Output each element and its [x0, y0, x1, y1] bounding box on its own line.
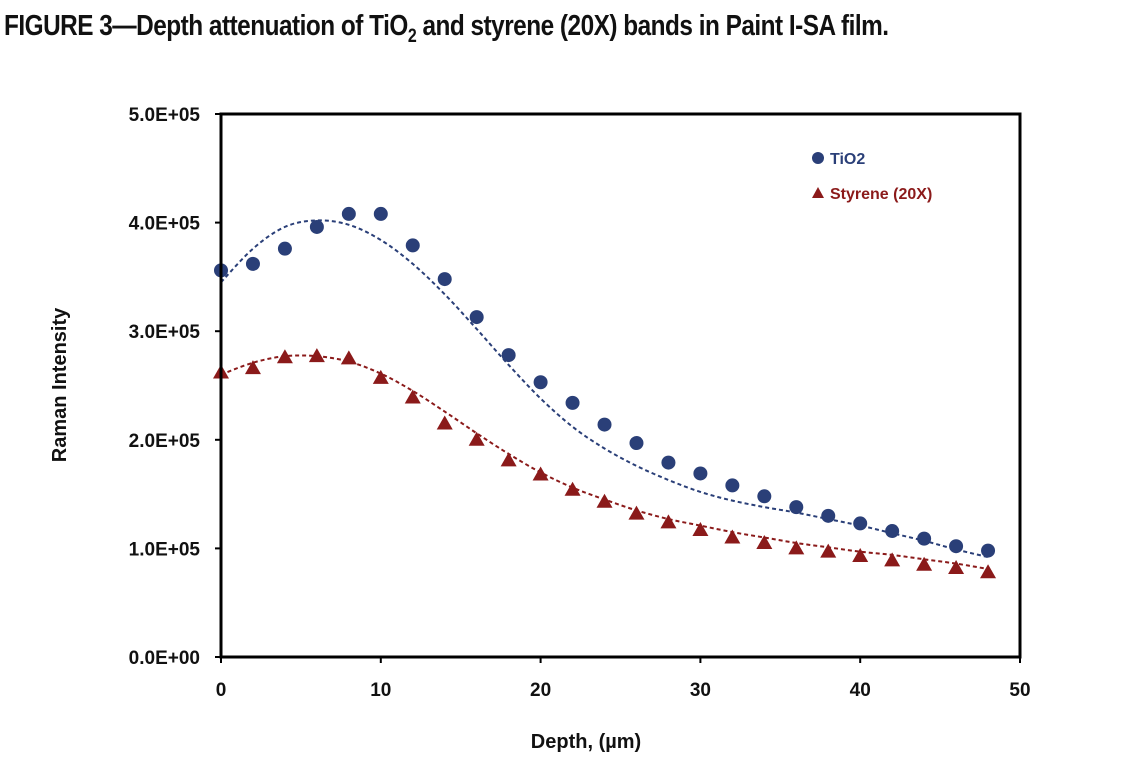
title-subscript: 2: [407, 26, 417, 47]
data-point-styrene: [404, 389, 421, 404]
legend-marker-styrene: [812, 187, 824, 198]
legend-label-styrene: Styrene (20X): [830, 186, 932, 203]
data-point-tio2: [981, 543, 996, 558]
trendline-styrene: [220, 354, 989, 570]
data-point-styrene: [244, 360, 261, 375]
data-point-styrene: [756, 534, 773, 549]
figure-title: FIGURE 3—Depth attenuation of TiO2 and s…: [4, 10, 889, 47]
data-point-tio2: [629, 436, 644, 451]
y-axis-label: Raman Intensity: [49, 307, 71, 462]
trendlines: [220, 219, 989, 570]
data-point-tio2: [277, 241, 292, 256]
data-point-tio2: [693, 466, 708, 481]
data-point-tio2: [341, 206, 356, 221]
data-point-tio2: [501, 348, 516, 363]
data-point-styrene: [372, 369, 389, 384]
data-point-styrene: [660, 514, 677, 529]
data-point-tio2: [885, 524, 900, 539]
y-tick-label: 4.0E+05: [129, 214, 201, 235]
y-tick-label: 1.0E+05: [129, 539, 201, 560]
data-point-styrene: [980, 564, 997, 579]
data-point-styrene: [340, 350, 357, 365]
x-tick-label: 30: [690, 680, 711, 701]
data-point-styrene: [596, 493, 613, 508]
data-point-tio2: [757, 489, 772, 504]
data-point-tio2: [789, 500, 804, 515]
data-point-styrene: [564, 481, 581, 496]
data-point-styrene: [884, 552, 901, 567]
y-tick-label: 3.0E+05: [129, 322, 201, 343]
ticks: 0 10 20 30 40 50 0.0E+00 1.0E+05 2.0E+05 3.0E+05 4…: [129, 105, 1031, 701]
legend-label-tio2: TiO2: [830, 151, 865, 168]
data-point-tio2: [373, 206, 388, 221]
x-axis-label: Depth, (µm): [531, 731, 641, 753]
data-point-styrene: [500, 452, 517, 467]
data-point-styrene: [948, 559, 965, 574]
legend-marker-tio2: [812, 152, 824, 164]
legend: TiO2 Styrene (20X): [812, 151, 932, 203]
data-point-tio2: [533, 375, 548, 390]
x-tick-label: 50: [1009, 680, 1030, 701]
data-point-styrene: [692, 521, 709, 536]
data-point-styrene: [308, 348, 325, 363]
data-point-tio2: [437, 272, 452, 287]
data-point-tio2: [853, 516, 868, 531]
data-point-styrene: [852, 548, 869, 563]
plot-frame: [219, 112, 1022, 659]
x-tick-label: 20: [530, 680, 551, 701]
data-point-tio2: [949, 539, 964, 554]
data-point-tio2: [565, 395, 580, 410]
data-point-styrene: [276, 349, 293, 364]
y-tick-label: 0.0E+00: [129, 648, 200, 669]
data-point-tio2: [917, 531, 932, 546]
x-tick-label: 10: [370, 680, 391, 701]
data-point-styrene: [916, 556, 933, 571]
trendline-tio2: [220, 219, 989, 559]
data-point-styrene: [724, 529, 741, 544]
data-point-styrene: [820, 543, 837, 558]
data-point-tio2: [309, 219, 324, 234]
data-point-styrene: [628, 505, 645, 520]
data-point-styrene: [436, 415, 453, 430]
data-point-tio2: [469, 310, 484, 325]
x-tick-label: 40: [850, 680, 871, 701]
data-point-tio2: [245, 256, 260, 271]
data-point-styrene: [468, 431, 485, 446]
data-points: [213, 206, 997, 579]
data-point-tio2: [821, 508, 836, 523]
data-point-styrene: [788, 540, 805, 555]
data-point-styrene: [532, 466, 549, 481]
data-point-tio2: [661, 455, 676, 470]
x-tick-label: 0: [216, 680, 227, 701]
y-tick-label: 5.0E+05: [129, 105, 201, 126]
data-point-tio2: [405, 238, 420, 253]
data-point-tio2: [597, 417, 612, 432]
y-tick-label: 2.0E+05: [129, 431, 201, 452]
data-point-tio2: [725, 478, 740, 493]
